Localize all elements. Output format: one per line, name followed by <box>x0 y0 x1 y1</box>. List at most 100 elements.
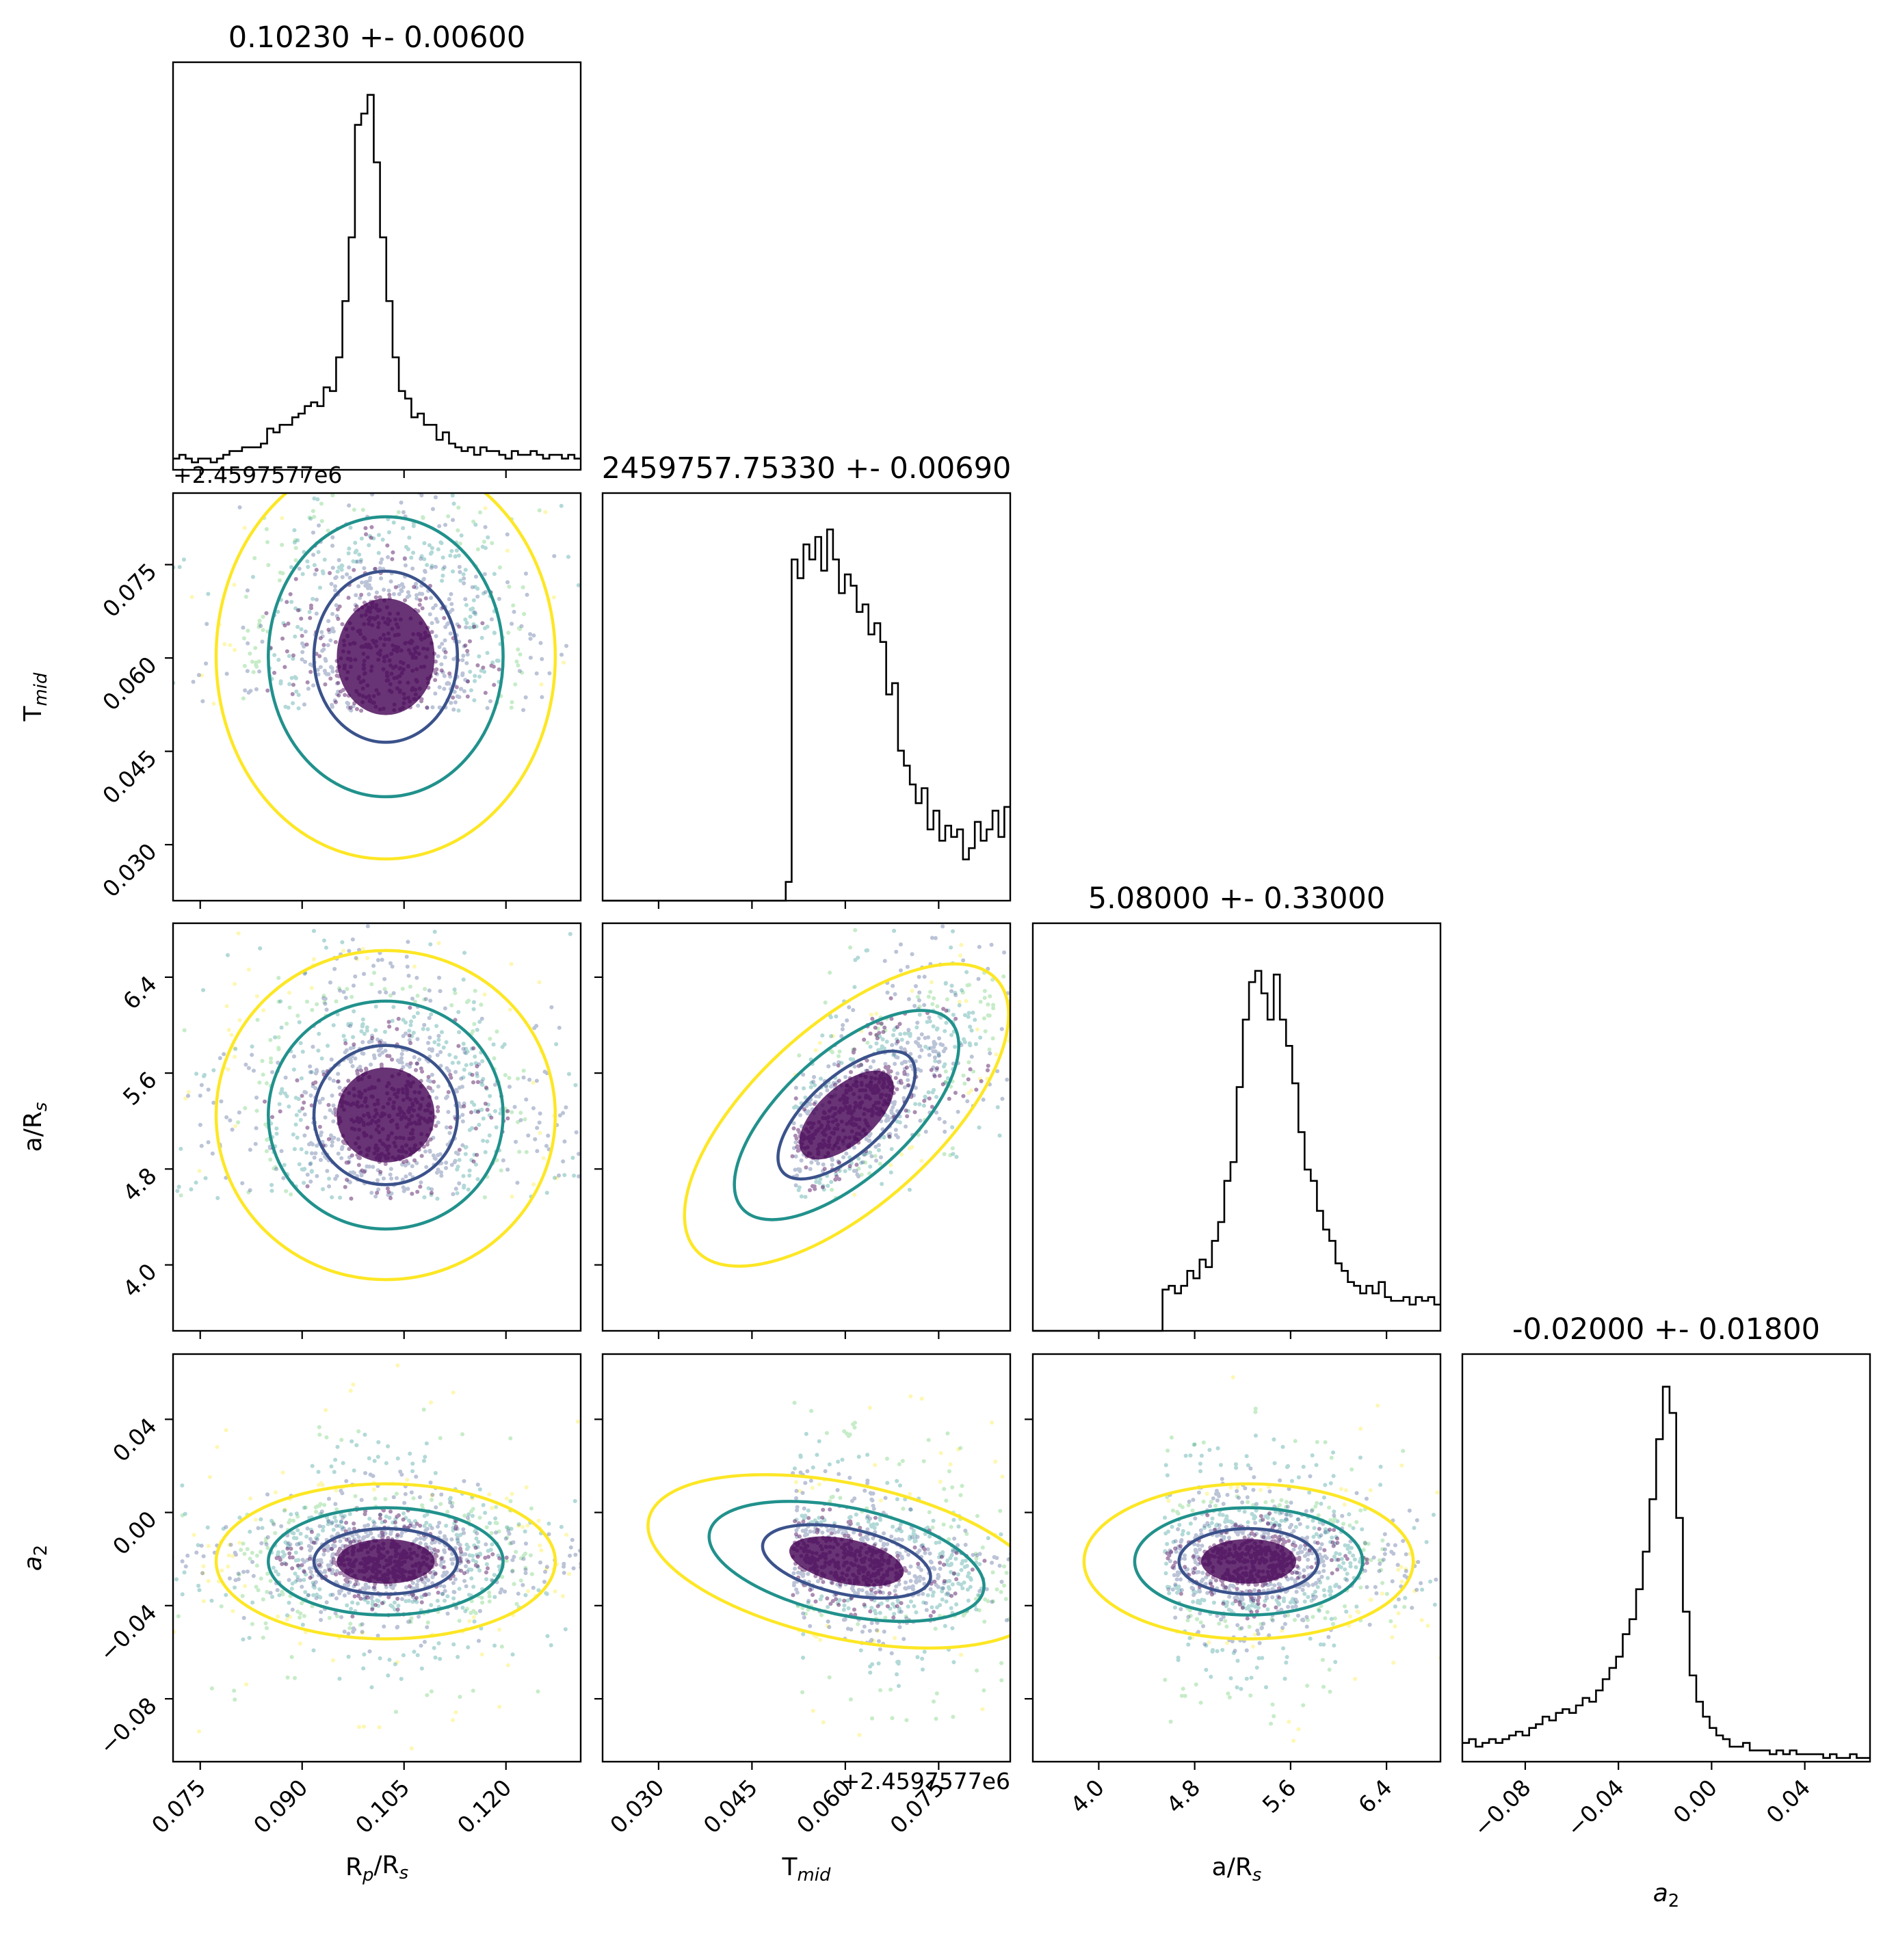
scatter-core <box>1201 1539 1296 1584</box>
x-tick-label: 6.4 <box>1353 1774 1397 1818</box>
panel-title-a2: -0.02000 +- 0.01800 <box>1512 1312 1820 1347</box>
y-axis-label-tmid: Tmid​ <box>19 672 51 721</box>
histogram-layer <box>173 94 1870 1759</box>
y-tick-label: 0.045 <box>97 745 161 809</box>
x-tick-label: 0.075 <box>146 1774 211 1838</box>
x-tick-label: 0.04 <box>1761 1774 1816 1829</box>
panel-frame-2-0 <box>172 922 582 1332</box>
scatter-points-4 <box>189 506 566 706</box>
contour-2-sigma <box>267 999 505 1231</box>
x-tick-label: 0.105 <box>350 1774 414 1838</box>
scatter-core <box>789 1536 904 1587</box>
y-tick-label: 6.4 <box>118 970 162 1015</box>
x-axis-label-tmid: Tmid​ <box>782 1853 831 1885</box>
x-tick-label: −0.08 <box>1469 1774 1536 1842</box>
contour-1-sigma <box>312 569 460 744</box>
scatter-core <box>799 1070 894 1160</box>
x-tick-label: 0.00 <box>1668 1774 1723 1829</box>
panel-title-ars: 5.08000 +- 0.33000 <box>1088 882 1386 916</box>
x-tick-label: 4.8 <box>1161 1774 1206 1818</box>
scatter-points-3 <box>241 493 542 710</box>
contours-rp-ars <box>214 949 557 1282</box>
x-tick-label: 0.120 <box>452 1774 516 1838</box>
x-tick-label: 0.045 <box>698 1774 763 1838</box>
x-axis-label-a2: a2​ <box>1653 1879 1680 1911</box>
y-tick-label: 0.00 <box>107 1506 162 1561</box>
contour-3-sigma <box>683 962 1010 1268</box>
contour-2-sigma <box>1133 1506 1365 1617</box>
panel-frame-3-3 <box>1461 1353 1871 1763</box>
panel-frame-3-1 <box>601 1353 1012 1763</box>
contour-layer <box>214 493 1415 1650</box>
scatter-rp-ars <box>175 924 581 1201</box>
contour-2-sigma <box>707 1500 986 1624</box>
scatter-ars-a2 <box>1163 1375 1440 1743</box>
panel-frame-1-1 <box>601 492 1012 902</box>
x-tick-label: 0.090 <box>248 1774 313 1838</box>
scatter-points-2 <box>792 1431 1003 1688</box>
contour-1-sigma <box>1177 1526 1320 1596</box>
contour-2-sigma <box>267 1506 505 1617</box>
y-tick-label: 5.6 <box>118 1066 162 1111</box>
x-axis-label-rp: Rp​/Rs​ <box>345 1851 408 1885</box>
y-tick-label: 4.0 <box>118 1258 162 1303</box>
contours-tmid-ars <box>683 962 1010 1268</box>
panel-title-rp: 0.10230 +- 0.00600 <box>228 21 526 55</box>
contour-3-sigma <box>214 493 557 861</box>
y-tick-label: 0.075 <box>97 558 161 622</box>
x-tick-label: −0.04 <box>1562 1774 1629 1842</box>
contour-3-sigma <box>214 1482 557 1641</box>
scatter-points-4 <box>183 931 559 1199</box>
histogram-a2 <box>1462 1386 1870 1759</box>
axes-layer <box>165 61 1871 1770</box>
y-axis-label-ars: a/Rs​ <box>19 1102 51 1152</box>
scatter-core <box>337 1068 435 1163</box>
panel-frame-3-0 <box>172 1353 582 1763</box>
scatter-points-3 <box>176 1407 540 1714</box>
panel-frame-1-0 <box>172 492 582 902</box>
y-tick-label: 0.04 <box>107 1412 162 1467</box>
contour-1-sigma <box>312 1044 460 1187</box>
histogram-tmid <box>603 528 1010 902</box>
contour-3-sigma <box>646 1473 1010 1650</box>
contours-rp-tmid <box>214 493 557 861</box>
y-tick-label: 0.030 <box>97 838 161 902</box>
scatter-rp-tmid <box>173 493 581 715</box>
contour-1-sigma <box>761 1523 932 1600</box>
x-tick-label: 0.030 <box>605 1774 669 1838</box>
offset-text-tmid-x: +2.4597577e6 <box>841 1768 1010 1795</box>
scatter-core <box>337 1539 435 1584</box>
x-tick-label: 5.6 <box>1257 1774 1302 1818</box>
scatter-points-2 <box>175 929 578 1201</box>
panel-frame-0-0 <box>172 61 582 471</box>
scatter-points-2 <box>1163 1433 1440 1691</box>
scatter-core <box>337 598 435 715</box>
scatter-points-1 <box>180 1469 581 1654</box>
contours-ars-a2 <box>1082 1482 1415 1641</box>
histogram-rp <box>173 94 581 464</box>
y-tick-label: −0.08 <box>94 1692 162 1760</box>
y-axis-label-a2: a2​ <box>19 1545 51 1572</box>
scatter-points-4 <box>1166 1375 1440 1743</box>
scatter-tmid-a2 <box>789 1394 1010 1762</box>
panel-frame-2-2 <box>1031 922 1442 1332</box>
scatter-points-4 <box>793 942 1010 1197</box>
contours-rp-a2 <box>214 1482 557 1641</box>
histogram-ars <box>1033 970 1440 1332</box>
contours-tmid-a2 <box>646 1473 1010 1650</box>
scatter-points-3 <box>179 970 529 1200</box>
contour-1-sigma <box>776 1049 917 1181</box>
y-tick-label: −0.04 <box>94 1599 162 1667</box>
scatter-points-2 <box>173 493 581 713</box>
text-layer: 0.10230 +- 0.00600 2459757.75330 +- 0.006… <box>19 21 1820 1911</box>
scatter-rp-a2 <box>173 1363 581 1751</box>
x-tick-label: 4.0 <box>1065 1774 1109 1818</box>
offset-text-tmid-y: +2.4597577e6 <box>173 462 342 488</box>
x-axis-label-ars: a/Rs​ <box>1212 1853 1262 1885</box>
contour-2-sigma <box>267 515 505 799</box>
scatter-points-3 <box>797 928 1010 1200</box>
panel-frame-3-2 <box>1031 1353 1442 1763</box>
contour-3-sigma <box>214 949 557 1282</box>
scatter-tmid-ars <box>790 923 1010 1200</box>
